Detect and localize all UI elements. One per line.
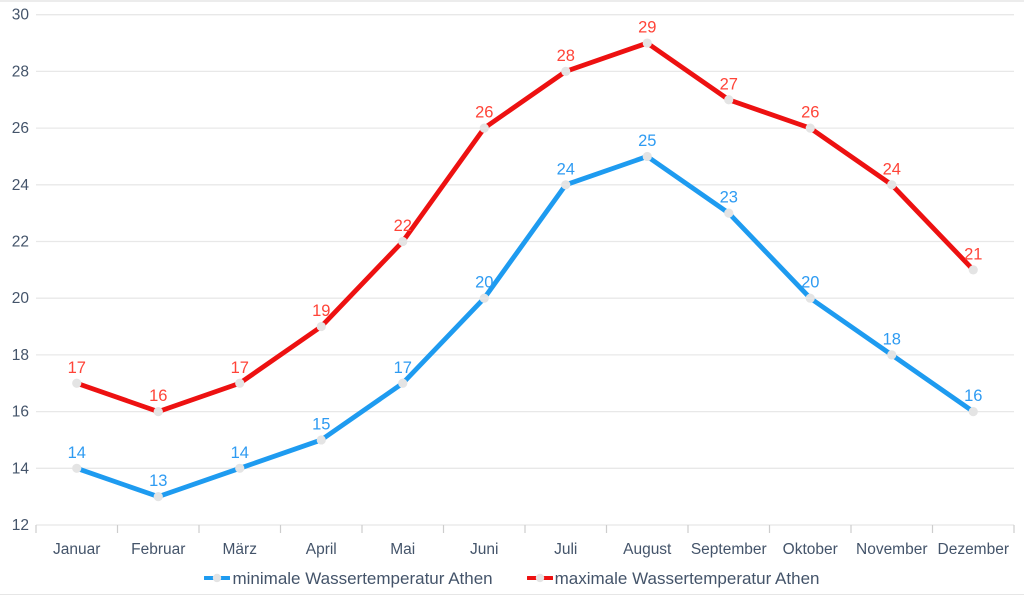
page-top-border	[0, 0, 1024, 2]
data-point-marker-s1-6	[561, 66, 571, 76]
data-point-marker-s1-2	[235, 378, 245, 388]
data-label-s0-5: 20	[475, 274, 493, 292]
data-label-s1-5: 26	[475, 104, 493, 122]
x-axis-label-10: November	[856, 541, 928, 558]
data-point-marker-s0-3	[316, 435, 326, 445]
data-point-marker-s1-11	[968, 265, 978, 275]
data-point-marker-s1-7	[642, 38, 652, 48]
data-label-s0-3: 15	[312, 415, 330, 433]
data-label-s0-6: 24	[557, 160, 575, 178]
data-point-marker-s0-2	[235, 463, 245, 473]
data-label-s1-0: 17	[68, 359, 86, 377]
data-label-s0-7: 25	[638, 132, 656, 150]
legend-item-min-temperature: minimale Wassertemperatur Athen	[204, 568, 493, 588]
data-point-marker-s1-0	[72, 378, 82, 388]
series-line-0	[74, 154, 976, 500]
data-point-marker-s1-8	[724, 95, 734, 105]
x-axis-label-8: September	[691, 541, 767, 558]
legend-key-marker	[535, 573, 544, 583]
data-point-marker-s0-11	[968, 407, 978, 417]
legend-label-max-temperature: maximale Wassertemperatur Athen	[554, 568, 820, 588]
data-point-marker-s1-9	[805, 123, 815, 133]
legend-key-marker	[213, 573, 222, 583]
x-axis-label-1: Februar	[131, 541, 185, 558]
data-point-marker-s1-3	[316, 321, 326, 332]
data-point-marker-s1-4	[398, 236, 408, 247]
data-label-s1-11: 21	[964, 245, 982, 263]
data-point-marker-s0-9	[805, 293, 815, 303]
data-point-marker-s0-0	[72, 463, 82, 473]
y-axis-tick-label: 28	[12, 63, 29, 80]
y-axis-tick-label: 14	[12, 460, 30, 477]
data-point-marker-s0-10	[887, 350, 897, 360]
data-label-s0-9: 20	[801, 274, 819, 292]
data-label-s0-0: 14	[68, 444, 86, 462]
y-axis-tick-label: 30	[12, 7, 30, 24]
data-label-s1-8: 27	[720, 75, 738, 93]
y-axis-tick-label: 20	[12, 290, 30, 307]
data-label-s0-4: 17	[394, 359, 412, 377]
chart-legend: minimale Wassertemperatur Athen maximale…	[0, 564, 1024, 592]
y-axis-tick-label: 16	[12, 404, 29, 421]
data-label-s0-10: 18	[883, 330, 901, 348]
data-point-marker-s0-8	[724, 208, 734, 218]
y-axis-tick-label: 22	[12, 234, 29, 251]
x-axis-label-5: Juni	[470, 541, 498, 558]
data-label-s1-1: 16	[149, 387, 167, 405]
x-axis-label-4: Mai	[390, 541, 415, 558]
data-point-marker-s0-1	[153, 492, 163, 502]
data-label-s0-8: 23	[720, 189, 738, 207]
legend-key-max-icon	[526, 573, 553, 583]
legend-key-min-icon	[204, 573, 231, 583]
data-label-s1-7: 29	[638, 19, 656, 37]
x-axis-label-9: Oktober	[783, 541, 838, 558]
x-axis-label-0: Januar	[53, 541, 100, 558]
data-label-s1-3: 19	[312, 302, 330, 320]
x-axis-label-11: Dezember	[938, 541, 1010, 558]
y-axis-tick-label: 18	[12, 347, 29, 364]
data-point-marker-s1-1	[153, 407, 163, 417]
data-label-s1-6: 28	[557, 47, 575, 65]
data-point-marker-s1-10	[887, 180, 897, 190]
y-axis-tick-label: 26	[12, 120, 29, 137]
legend-label-min-temperature: minimale Wassertemperatur Athen	[232, 568, 493, 588]
data-point-marker-s0-6	[561, 180, 571, 190]
data-label-s0-11: 16	[964, 387, 982, 405]
temperature-line-chart: 12 14 16 18 20 22 24 26 28 30 Januar Februar März Apr…	[12, 7, 1015, 558]
data-point-marker-s1-5	[479, 123, 489, 133]
data-label-s1-2: 17	[231, 359, 249, 377]
x-axis-label-2: März	[223, 541, 257, 558]
x-axis-label-3: April	[306, 541, 337, 558]
y-axis-tick-label: 12	[12, 517, 29, 534]
data-label-s0-2: 14	[231, 444, 249, 462]
series-line-1	[74, 40, 976, 415]
data-label-s1-4: 22	[394, 217, 412, 235]
data-label-s1-9: 26	[801, 104, 819, 122]
data-point-marker-s0-5	[479, 293, 489, 303]
x-axis-label-7: August	[623, 541, 672, 558]
y-axis-tick-label: 24	[12, 177, 30, 194]
legend-item-max-temperature: maximale Wassertemperatur Athen	[526, 568, 820, 588]
data-point-marker-s0-4	[398, 378, 408, 388]
x-axis-label-6: Juli	[554, 541, 577, 558]
data-point-marker-s0-7	[642, 151, 652, 162]
data-label-s1-10: 24	[883, 160, 901, 178]
page-bottom-border	[0, 594, 1024, 595]
data-label-s0-1: 13	[149, 472, 167, 490]
